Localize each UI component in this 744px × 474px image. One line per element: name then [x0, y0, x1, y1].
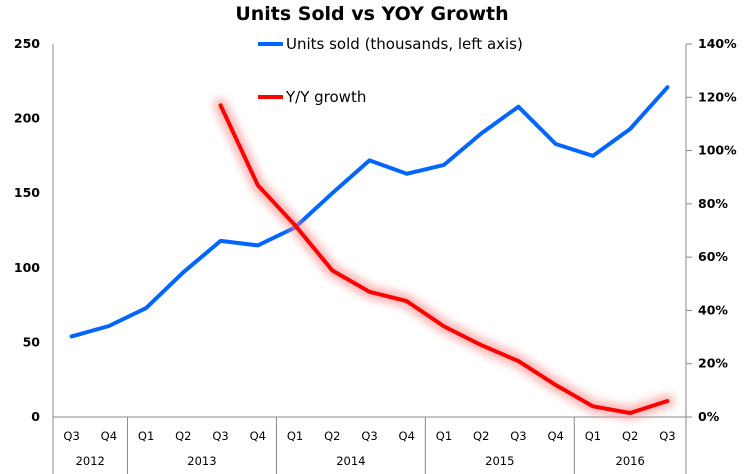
series-line	[69, 85, 670, 339]
category-tick-label: Q2	[622, 429, 638, 443]
category-tick-label: Q2	[324, 429, 340, 443]
chart-title: Units Sold vs YOY Growth	[235, 3, 508, 25]
year-group-label: 2016	[616, 454, 645, 468]
category-tick-label: Q4	[547, 429, 563, 443]
category-tick-label: Q2	[473, 429, 489, 443]
series-yoy-growth	[213, 98, 675, 420]
year-group-label: 2013	[187, 454, 216, 468]
legend: Units sold (thousands, left axis) Y/Y gr…	[258, 35, 523, 106]
left-tick-label: 150	[14, 185, 40, 200]
series-units-sold	[69, 85, 670, 339]
left-tick-label: 200	[14, 111, 40, 126]
legend-label-units: Units sold (thousands, left axis)	[286, 35, 523, 53]
category-tick-label: Q1	[436, 429, 452, 443]
year-group-label: 2012	[76, 454, 105, 468]
right-tick-label: 120%	[698, 89, 737, 104]
category-tick-label: Q3	[212, 429, 228, 443]
right-tick-label: 100%	[698, 143, 737, 158]
category-tick-label: Q3	[510, 429, 526, 443]
category-tick-label: Q2	[175, 429, 191, 443]
category-tick-label: Q1	[287, 429, 303, 443]
right-tick-label: 0%	[698, 409, 720, 424]
category-tick-label: Q4	[250, 429, 266, 443]
series-layer	[69, 85, 675, 420]
left-tick-label: 100	[14, 260, 40, 275]
year-group-label: 2015	[485, 454, 514, 468]
category-tick-label: Q3	[63, 429, 79, 443]
year-group-label: 2014	[336, 454, 365, 468]
category-tick-label: Q3	[659, 429, 675, 443]
right-tick-label: 80%	[698, 196, 728, 211]
category-tick-label: Q1	[585, 429, 601, 443]
right-tick-label: 20%	[698, 356, 728, 371]
left-tick-label: 50	[23, 334, 41, 349]
right-tick-label: 140%	[698, 36, 737, 51]
left-tick-label: 250	[14, 36, 40, 51]
category-tick-label: Q4	[399, 429, 415, 443]
category-tick-label: Q1	[138, 429, 154, 443]
right-tick-label: 60%	[698, 249, 728, 264]
left-tick-label: 0	[31, 409, 40, 424]
category-tick-label: Q4	[101, 429, 117, 443]
right-tick-label: 40%	[698, 302, 728, 317]
category-tick-label: Q3	[361, 429, 377, 443]
axes: 0 50 100 150 200 250 0% 20% 40% 60% 80% 100% 120% 140…	[14, 36, 737, 474]
legend-label-growth: Y/Y growth	[285, 88, 366, 106]
